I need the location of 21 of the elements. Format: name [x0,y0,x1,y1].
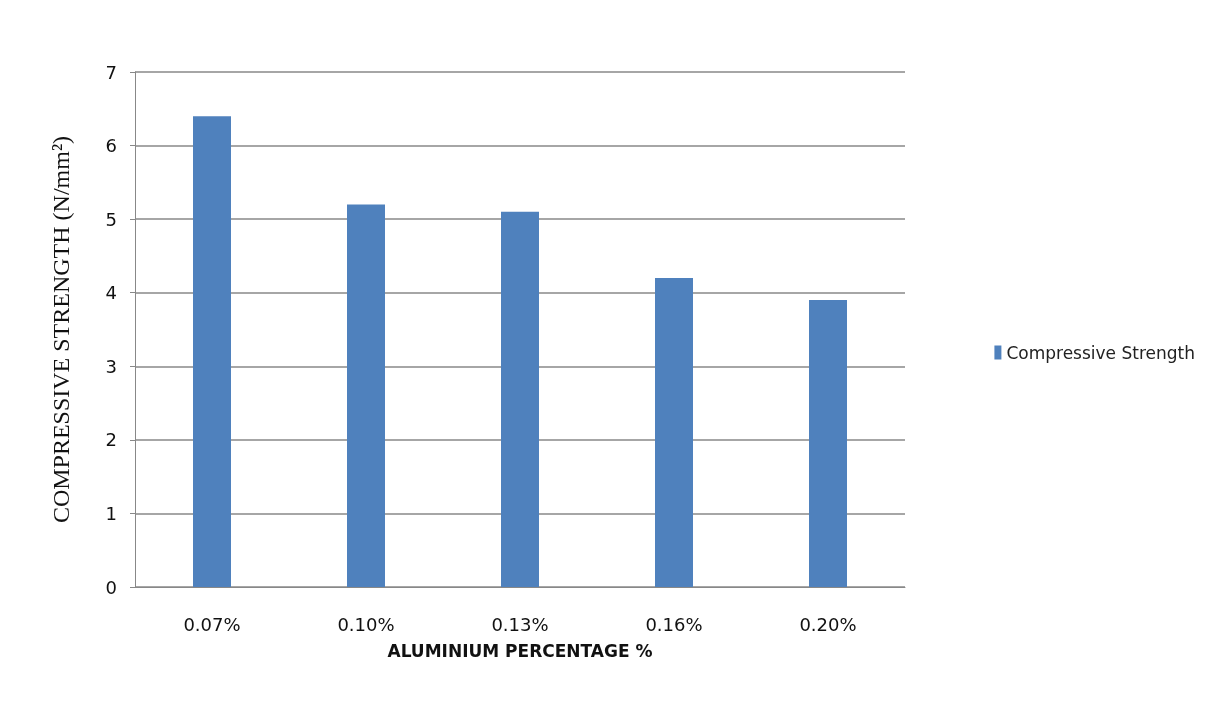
x-tick-label: 0.13% [491,613,549,635]
bar [809,300,847,587]
bar [347,204,385,587]
y-tick-label: 7 [105,61,117,83]
x-tick-label: 0.10% [337,613,395,635]
y-tick-label: 2 [105,429,117,451]
bar [655,278,693,587]
bar [501,211,539,587]
bar [193,116,231,587]
y-tick-label: 4 [105,282,117,304]
legend-label: Compressive Strength [1006,342,1195,363]
x-axis-title: ALUMINIUM PERCENTAGE % [387,640,653,661]
y-tick-label: 1 [105,502,117,524]
x-tick-label: 0.07% [183,613,241,635]
y-axis-title: COMPRESSIVE STRENGTH (N/mm²) [48,135,74,524]
x-tick-label: 0.20% [799,613,857,635]
y-tick-label: 0 [105,576,117,598]
y-tick-label: 5 [105,208,117,230]
y-tick-label: 3 [105,355,117,377]
x-tick-label: 0.16% [645,613,703,635]
y-tick-label: 6 [105,135,117,157]
